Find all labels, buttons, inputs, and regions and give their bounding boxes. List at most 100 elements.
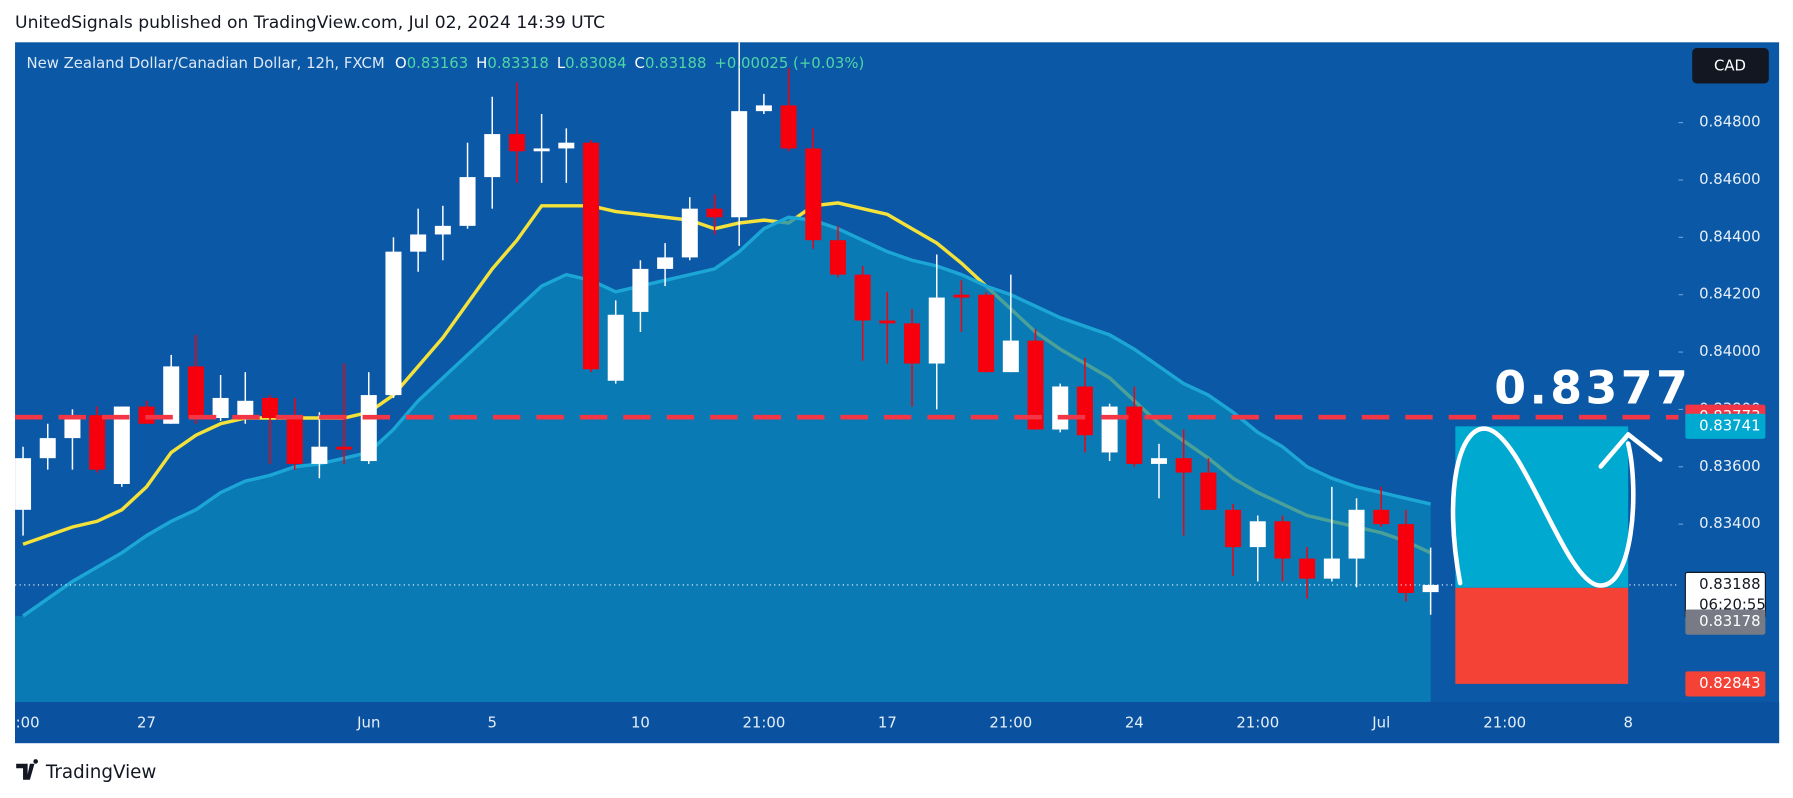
candle-body — [1101, 406, 1118, 453]
candle-body — [1397, 524, 1414, 593]
candle-body — [89, 415, 106, 470]
candle-body — [1002, 340, 1019, 373]
legend-change: +0.00025 (+0.03%) — [714, 54, 864, 72]
candle-body — [336, 446, 353, 450]
candle-body — [385, 251, 402, 396]
candle-body — [978, 294, 995, 373]
plot-area — [15, 42, 1679, 702]
candle-body — [360, 395, 377, 462]
publish-header: UnitedSignals published on TradingView.c… — [15, 13, 605, 33]
target-tag-label: 0.83741 — [1699, 416, 1760, 434]
drawn-curve — [1450, 426, 1636, 588]
y-tick-label: 0.84400 — [1699, 227, 1760, 245]
y-tick-label: 0.84200 — [1699, 285, 1760, 303]
legend-ohlc-value: 0.83163 — [407, 54, 468, 72]
x-tick-label: 17 — [878, 714, 897, 732]
candle-body — [261, 397, 278, 419]
candle-body — [484, 134, 501, 178]
tradingview-logo — [16, 759, 38, 780]
candle-body — [1175, 458, 1192, 473]
candle-body — [459, 177, 476, 226]
legend-ohlc-letter: L — [557, 54, 566, 72]
candle-body — [1052, 386, 1069, 430]
x-tick-label: 21:00 — [1236, 714, 1279, 732]
time-axis-background — [15, 701, 1780, 744]
x-tick-label: :00 — [16, 714, 40, 732]
stop-tag-box — [1685, 671, 1766, 697]
x-tick-label: 21:00 — [1483, 714, 1526, 732]
candle-body — [879, 320, 896, 324]
candle-body — [1299, 558, 1316, 579]
candle-body — [1027, 340, 1044, 430]
candle-body — [1422, 584, 1439, 593]
stop-tag-label: 0.82843 — [1699, 674, 1760, 692]
currency-label[interactable]: CAD — [1714, 56, 1746, 74]
last-price-tag-countdown: 06:20:55 — [1699, 596, 1766, 614]
candle-body — [212, 397, 229, 419]
entry-tag-label: 0.83178 — [1699, 612, 1760, 630]
y-tick-label: 0.83400 — [1699, 514, 1760, 532]
annotation-text: 0.8377 — [1494, 361, 1691, 414]
candle-body — [508, 134, 525, 152]
entry-tag-box — [1685, 609, 1766, 635]
x-tick-label: 24 — [1125, 714, 1144, 732]
y-tick-label: 0.84800 — [1699, 113, 1760, 131]
legend-ohlc-letter: C — [635, 54, 645, 72]
candle-body — [706, 208, 723, 218]
candle-body — [1126, 406, 1143, 464]
candle-body — [434, 225, 451, 235]
candle-body — [39, 438, 56, 459]
y-tick-label: 0.83600 — [1699, 457, 1760, 475]
stop-zone — [1455, 587, 1629, 684]
x-tick-label: 5 — [488, 714, 497, 732]
candle-body — [1225, 509, 1242, 548]
x-tick-label: Jul — [1371, 714, 1390, 732]
candle-body — [928, 297, 945, 364]
legend: New Zealand Dollar/Canadian Dollar, 12h,… — [26, 54, 864, 72]
candle-body — [15, 458, 32, 510]
legend-ohlc-value: 0.83084 — [565, 54, 626, 72]
candle-body — [286, 418, 303, 464]
candle-body — [1076, 386, 1093, 436]
candle-body — [163, 366, 180, 424]
legend-ohlc-letter: O — [395, 54, 407, 72]
candle-body — [1200, 472, 1217, 510]
legend-title: New Zealand Dollar/Canadian Dollar, 12h,… — [26, 54, 384, 72]
target-tag-box — [1685, 413, 1766, 439]
candle-body — [632, 268, 649, 312]
candle-body — [311, 446, 328, 464]
legend-ohlc-value: 0.83318 — [487, 54, 548, 72]
candle-body — [805, 148, 822, 241]
footer-brand: TradingView — [45, 762, 157, 783]
candle-body — [829, 240, 846, 275]
candle-body — [1150, 458, 1167, 464]
y-tick-label: 0.84000 — [1699, 342, 1760, 360]
candle-body — [1373, 509, 1390, 525]
candle-body — [1348, 509, 1365, 559]
candle-body — [583, 142, 600, 370]
candle-body — [1323, 558, 1340, 579]
candle-body — [657, 257, 674, 269]
candle-body — [533, 148, 550, 152]
area-edge — [22, 215, 1432, 618]
candle-body — [237, 400, 254, 419]
currency-button[interactable] — [1692, 48, 1769, 84]
x-tick-label: 21:00 — [742, 714, 785, 732]
x-tick-label: 8 — [1623, 714, 1632, 732]
candle-body — [1274, 521, 1291, 559]
candle-body — [410, 234, 427, 252]
legend-ohlc-value: 0.83188 — [645, 54, 706, 72]
x-tick-label: 10 — [631, 714, 650, 732]
candle-body — [607, 314, 624, 381]
candle-body — [904, 323, 921, 364]
x-tick-label: 27 — [137, 714, 156, 732]
candle-body — [755, 105, 772, 112]
drawn-arrowhead — [1598, 432, 1663, 469]
last-price-tag-label: 0.83188 — [1699, 575, 1760, 593]
candle-body — [731, 111, 748, 218]
candle-body — [187, 366, 204, 419]
candle-body — [1249, 521, 1266, 548]
candle-body — [953, 294, 970, 298]
